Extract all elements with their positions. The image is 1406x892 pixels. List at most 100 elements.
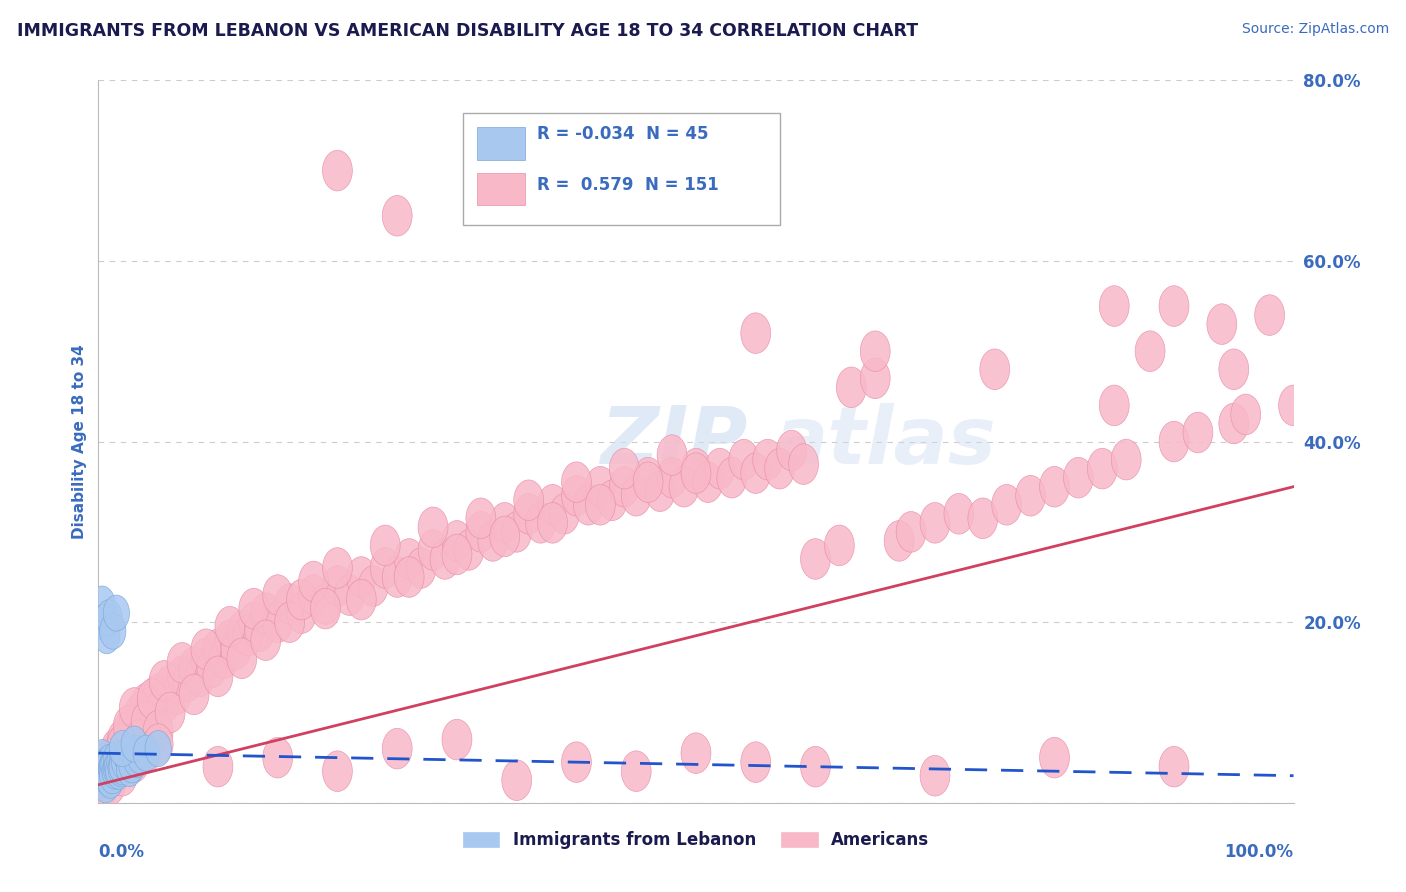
Ellipse shape [91,604,118,640]
Ellipse shape [489,502,520,543]
Ellipse shape [681,733,711,773]
Ellipse shape [1039,467,1070,507]
Ellipse shape [741,453,770,493]
Ellipse shape [860,358,890,399]
Ellipse shape [346,557,377,598]
Ellipse shape [585,467,616,507]
Ellipse shape [263,738,292,778]
Ellipse shape [97,744,124,780]
Ellipse shape [322,566,353,607]
Ellipse shape [110,723,139,764]
Ellipse shape [173,661,202,701]
Ellipse shape [681,453,711,493]
Ellipse shape [1099,285,1129,326]
Text: atlas: atlas [773,402,997,481]
Ellipse shape [117,750,142,787]
Ellipse shape [100,757,127,794]
Ellipse shape [131,733,162,773]
Ellipse shape [263,602,292,642]
Ellipse shape [91,748,118,785]
Ellipse shape [250,620,281,661]
Ellipse shape [502,511,531,552]
Ellipse shape [143,674,173,714]
Ellipse shape [609,449,640,489]
Ellipse shape [287,579,316,620]
Ellipse shape [382,195,412,236]
Ellipse shape [149,661,179,701]
Ellipse shape [134,735,159,772]
Ellipse shape [131,683,162,723]
Ellipse shape [107,723,138,764]
Ellipse shape [103,753,128,789]
Ellipse shape [197,647,226,688]
Ellipse shape [104,748,131,785]
Ellipse shape [1111,439,1142,480]
Ellipse shape [138,679,167,719]
Ellipse shape [585,484,616,525]
Ellipse shape [96,764,125,805]
Ellipse shape [120,701,149,742]
Ellipse shape [394,557,425,598]
Ellipse shape [418,507,449,548]
Ellipse shape [226,638,257,679]
Ellipse shape [1219,403,1249,444]
Ellipse shape [143,710,173,751]
Ellipse shape [561,742,592,782]
Ellipse shape [94,617,120,654]
Ellipse shape [98,750,125,787]
Ellipse shape [322,751,353,791]
Ellipse shape [741,313,770,353]
Ellipse shape [143,723,173,764]
Ellipse shape [800,539,831,579]
Ellipse shape [741,742,770,782]
Ellipse shape [681,449,711,489]
Ellipse shape [239,602,269,642]
Ellipse shape [97,757,124,794]
Ellipse shape [980,349,1010,390]
Ellipse shape [1159,285,1189,326]
Ellipse shape [298,561,329,602]
Ellipse shape [311,589,340,629]
Ellipse shape [103,750,129,787]
Ellipse shape [127,738,153,774]
Ellipse shape [346,579,377,620]
Ellipse shape [394,539,425,579]
Ellipse shape [537,502,568,543]
Ellipse shape [117,714,146,756]
Ellipse shape [125,692,155,733]
Ellipse shape [145,731,172,767]
Ellipse shape [920,756,950,796]
Ellipse shape [107,719,138,760]
Ellipse shape [693,462,723,502]
Ellipse shape [202,747,233,787]
Ellipse shape [561,475,592,516]
Ellipse shape [94,748,120,785]
Ellipse shape [513,480,544,521]
Ellipse shape [800,747,831,787]
Ellipse shape [131,701,162,742]
Ellipse shape [441,521,472,561]
Ellipse shape [1278,385,1309,425]
Ellipse shape [138,688,167,728]
Ellipse shape [669,467,699,507]
Ellipse shape [91,762,118,798]
Ellipse shape [609,467,640,507]
Ellipse shape [633,462,664,502]
Ellipse shape [191,629,221,670]
Ellipse shape [359,566,388,607]
Ellipse shape [245,611,274,651]
Ellipse shape [287,593,316,633]
Ellipse shape [118,747,145,783]
Ellipse shape [191,638,221,679]
Ellipse shape [1039,738,1070,778]
Ellipse shape [465,498,496,539]
Ellipse shape [550,493,579,534]
Ellipse shape [657,434,688,475]
Ellipse shape [108,750,135,787]
Ellipse shape [765,449,794,489]
Ellipse shape [1206,304,1237,344]
Ellipse shape [943,493,974,534]
Ellipse shape [93,757,118,794]
Ellipse shape [115,741,142,778]
Ellipse shape [93,747,122,787]
